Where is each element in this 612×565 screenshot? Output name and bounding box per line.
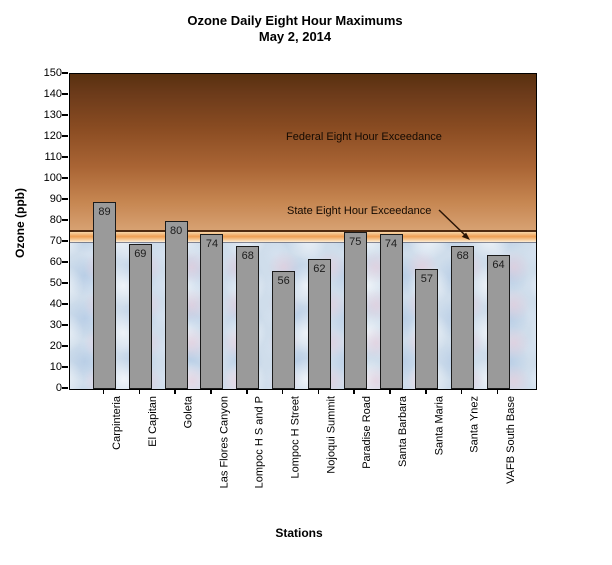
bar-santa-maria: [415, 269, 439, 389]
bar-value-label: 64: [492, 258, 505, 271]
x-axis-label-nojoqui-summit: Nojoqui Summit: [325, 396, 338, 474]
y-tick-mark: [62, 240, 68, 242]
bar-santa-ynez: [451, 246, 475, 389]
bar-vafb-south-base: [487, 254, 511, 389]
y-tick-label: 70: [49, 234, 62, 247]
x-axis-title: Stations: [275, 526, 323, 540]
bar-value-label: 80: [170, 225, 183, 237]
federal-exceedance-label: Federal Eight Hour Exceedance: [286, 131, 442, 143]
x-axis-label-lompoc-h-s-and-p: Lompoc H S and P: [253, 396, 266, 489]
x-axis-label-vafb-south-base: VAFB South Base: [504, 396, 517, 484]
federal-exceedance-zone: [70, 74, 536, 231]
x-axis-label-santa-barbara: Santa Barbara: [397, 396, 410, 467]
x-tick-mark: [138, 390, 141, 394]
chart-subtitle: May 2, 2014: [258, 29, 332, 44]
y-tick-mark: [62, 177, 68, 179]
bar-value-label: 89: [98, 206, 111, 219]
y-tick-mark: [62, 156, 68, 158]
bar-value-label: 56: [277, 275, 290, 288]
y-tick-mark: [62, 135, 68, 137]
plot-area: 89 69 80 74 68 56 62 75 74 57 68 64 Federal Eight H…: [69, 73, 537, 390]
y-tick-mark: [62, 219, 68, 221]
x-tick-mark: [174, 390, 176, 394]
y-axis-title: Ozone (ppb): [13, 188, 27, 258]
y-tick-label: 130: [43, 108, 62, 121]
y-tick-label: 140: [43, 87, 62, 100]
bar-value-label: 62: [313, 262, 326, 275]
bar-santa-barbara: [379, 233, 403, 389]
state-exceedance-label: State Eight Hour Exceedance: [287, 205, 432, 217]
bar-el-capitan: [128, 244, 152, 389]
y-tick-mark: [62, 303, 68, 305]
y-tick-label: 20: [49, 339, 62, 352]
bar-nojoqui-summit: [307, 258, 331, 389]
bar-las-flores-canyon: [200, 233, 224, 389]
y-tick-mark: [62, 72, 68, 74]
y-tick-label: 40: [49, 297, 62, 310]
y-tick-mark: [62, 345, 68, 347]
state-to-federal-band: [70, 232, 536, 242]
bar-value-label: 68: [241, 250, 254, 263]
x-axis-label-el-capitan: El Capitan: [146, 396, 159, 447]
x-tick-mark: [460, 390, 463, 394]
chart-title-block: Ozone Daily Eight Hour Maximums May 2, 2…: [0, 13, 590, 45]
y-tick-label: 80: [49, 213, 62, 226]
y-tick-label: 90: [49, 192, 62, 205]
x-tick-mark: [210, 390, 212, 394]
y-tick-mark: [62, 261, 68, 263]
y-tick-label: 120: [43, 129, 62, 142]
x-axis-label-las-flores-canyon: Las Flores Canyon: [217, 396, 230, 489]
bar-paradise-road: [343, 231, 367, 389]
y-tick-label: 10: [49, 360, 62, 373]
y-tick-label: 60: [49, 255, 62, 268]
y-tick-label: 150: [43, 66, 62, 79]
bar-lompoc-h-s-and-p: [236, 246, 260, 389]
chart-title: Ozone Daily Eight Hour Maximums: [187, 13, 403, 28]
y-tick-mark: [62, 93, 68, 95]
x-tick-mark: [353, 390, 355, 394]
y-tick-mark: [62, 198, 68, 200]
x-tick-mark: [425, 390, 427, 394]
y-tick-label: 100: [43, 171, 62, 184]
x-axis-label-paradise-road: Paradise Road: [361, 396, 374, 469]
x-axis-label-carpinteria: Carpinteria: [110, 396, 123, 450]
y-tick-mark: [62, 114, 68, 116]
y-tick-label: 30: [49, 318, 62, 331]
bar-value-label: 75: [349, 235, 362, 248]
x-tick-mark: [389, 390, 391, 394]
bar-carpinteria: [93, 202, 116, 389]
y-tick-mark: [62, 387, 68, 389]
x-tick-mark: [317, 390, 320, 394]
y-tick-label: 0: [55, 381, 62, 394]
federal-standard-line: [70, 230, 536, 233]
y-tick-mark: [62, 282, 68, 284]
y-tick-label: 110: [44, 150, 62, 163]
bar-value-label: 74: [384, 237, 398, 250]
x-axis-label-santa-ynez: Santa Ynez: [468, 396, 481, 453]
bar-value-label: 74: [205, 237, 219, 250]
bar-goleta: [164, 221, 188, 389]
x-tick-mark: [102, 390, 105, 394]
y-tick-mark: [62, 366, 68, 368]
y-tick-label: 50: [49, 276, 62, 289]
bar-value-label: 57: [420, 273, 433, 286]
bar-value-label: 68: [456, 250, 469, 263]
x-tick-mark: [496, 390, 499, 394]
x-axis-label-santa-maria: Santa Maria: [432, 396, 445, 456]
x-axis-label-goleta: Goleta: [182, 396, 195, 429]
x-tick-mark: [281, 390, 284, 394]
bar-value-label: 69: [134, 248, 147, 261]
x-tick-mark: [246, 390, 248, 394]
y-tick-mark: [62, 324, 68, 326]
x-axis-label-lompoc-h-street: Lompoc H Street: [289, 396, 302, 479]
bar-lompoc-h-street: [272, 271, 296, 389]
